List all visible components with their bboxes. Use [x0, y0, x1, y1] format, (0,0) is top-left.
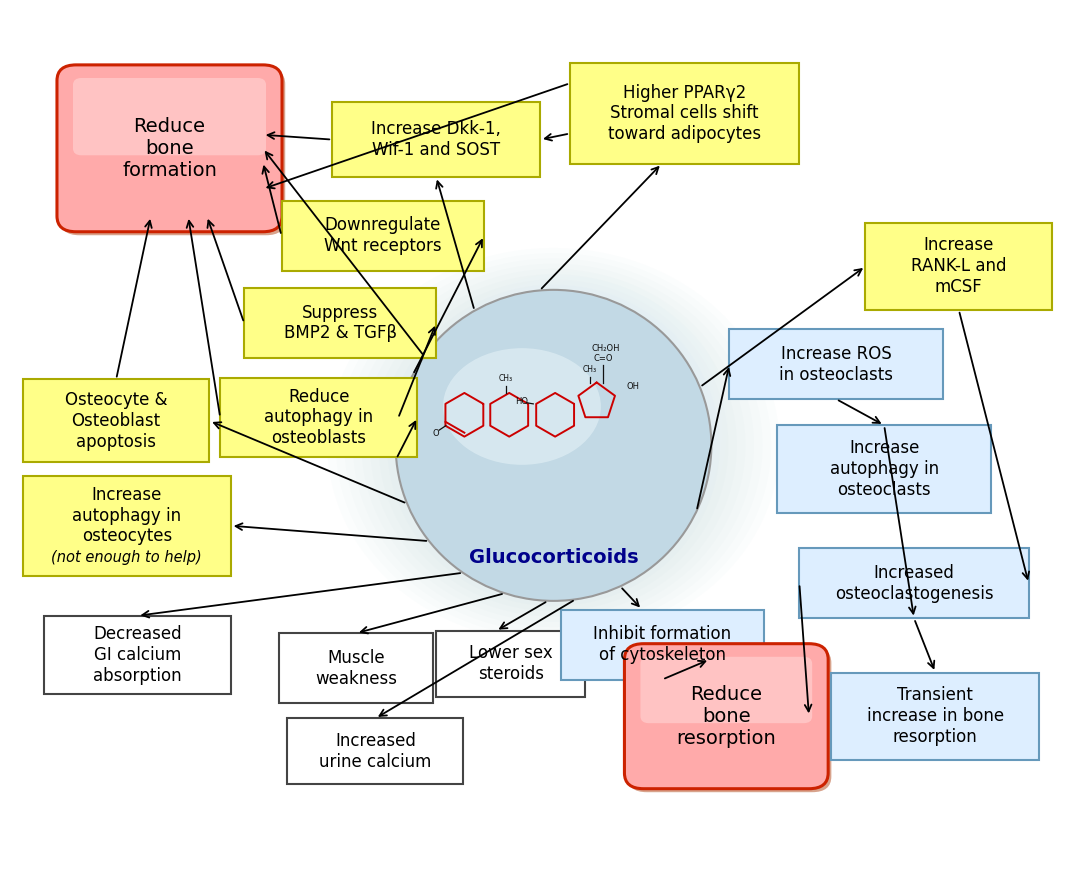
Text: Reduce
autophagy in
osteoblasts: Reduce autophagy in osteoblasts	[264, 387, 373, 447]
FancyBboxPatch shape	[23, 379, 210, 462]
Ellipse shape	[443, 320, 679, 553]
FancyBboxPatch shape	[60, 69, 285, 235]
Text: CH₃: CH₃	[499, 374, 513, 383]
Ellipse shape	[428, 296, 704, 568]
FancyBboxPatch shape	[628, 647, 831, 792]
FancyBboxPatch shape	[730, 329, 943, 399]
Text: Reduce
bone
formation: Reduce bone formation	[123, 116, 217, 180]
Text: (not enough to help): (not enough to help)	[52, 550, 202, 565]
FancyBboxPatch shape	[23, 475, 231, 576]
Ellipse shape	[436, 310, 689, 559]
Text: Higher PPARγ2
Stromal cells shift
toward adipocytes: Higher PPARγ2 Stromal cells shift toward…	[608, 84, 761, 143]
Ellipse shape	[433, 306, 694, 563]
Text: Decreased
GI calcium
absorption: Decreased GI calcium absorption	[94, 625, 182, 684]
Text: CH₃: CH₃	[583, 365, 598, 374]
Ellipse shape	[456, 339, 661, 542]
Text: Inhibit formation
of cytoskeleton: Inhibit formation of cytoskeleton	[593, 625, 731, 664]
Ellipse shape	[449, 330, 671, 547]
Text: Muscle
weakness: Muscle weakness	[315, 649, 397, 688]
Text: Reduce
bone
resorption: Reduce bone resorption	[676, 684, 776, 748]
Text: Increased
osteoclastogenesis: Increased osteoclastogenesis	[834, 564, 993, 602]
Text: Downregulate
Wnt receptors: Downregulate Wnt receptors	[324, 216, 442, 255]
Ellipse shape	[430, 301, 699, 565]
FancyBboxPatch shape	[332, 102, 540, 176]
FancyBboxPatch shape	[244, 288, 436, 358]
Ellipse shape	[472, 363, 637, 527]
Text: Lower sex
steroids: Lower sex steroids	[469, 645, 553, 684]
Text: Suppress
BMP2 & TGFβ: Suppress BMP2 & TGFβ	[284, 303, 397, 342]
Text: Increase
autophagy in
osteocytes: Increase autophagy in osteocytes	[72, 486, 182, 545]
FancyBboxPatch shape	[220, 378, 417, 457]
Ellipse shape	[412, 273, 728, 583]
FancyBboxPatch shape	[436, 631, 586, 697]
Text: Transient
increase in bone
resorption: Transient increase in bone resorption	[866, 686, 1004, 746]
Ellipse shape	[396, 290, 712, 601]
Ellipse shape	[459, 344, 656, 538]
Ellipse shape	[421, 287, 713, 574]
Text: O: O	[432, 429, 440, 437]
Text: Increase ROS
in osteoclasts: Increase ROS in osteoclasts	[779, 345, 893, 384]
Text: HO: HO	[515, 397, 528, 407]
Ellipse shape	[443, 348, 601, 465]
Ellipse shape	[446, 325, 675, 550]
Text: CH₂OH: CH₂OH	[591, 344, 619, 353]
FancyBboxPatch shape	[44, 616, 231, 694]
Ellipse shape	[418, 282, 718, 578]
Ellipse shape	[425, 291, 708, 572]
FancyBboxPatch shape	[641, 657, 813, 723]
Text: C=O: C=O	[593, 355, 613, 363]
FancyBboxPatch shape	[57, 65, 282, 232]
FancyBboxPatch shape	[625, 644, 828, 789]
Text: Increase
autophagy in
osteoclasts: Increase autophagy in osteoclasts	[830, 439, 938, 498]
FancyBboxPatch shape	[831, 672, 1040, 760]
Ellipse shape	[462, 348, 651, 535]
Text: Osteocyte &
Osteoblast
apoptosis: Osteocyte & Osteoblast apoptosis	[64, 391, 168, 451]
Ellipse shape	[453, 334, 665, 544]
Text: OH: OH	[627, 382, 640, 391]
FancyBboxPatch shape	[282, 201, 484, 271]
FancyBboxPatch shape	[800, 549, 1029, 618]
Ellipse shape	[415, 277, 722, 580]
FancyBboxPatch shape	[570, 64, 800, 163]
FancyBboxPatch shape	[561, 609, 763, 679]
Ellipse shape	[465, 354, 647, 532]
FancyBboxPatch shape	[287, 719, 463, 784]
Text: Increase Dkk-1,
Wif-1 and SOST: Increase Dkk-1, Wif-1 and SOST	[371, 120, 501, 159]
Text: Glucocorticoids: Glucocorticoids	[469, 548, 639, 567]
FancyBboxPatch shape	[865, 222, 1052, 310]
FancyBboxPatch shape	[73, 78, 266, 155]
Text: Increased
urine calcium: Increased urine calcium	[319, 732, 431, 771]
Text: Increase
RANK-L and
mCSF: Increase RANK-L and mCSF	[912, 236, 1006, 296]
FancyBboxPatch shape	[777, 425, 991, 512]
Ellipse shape	[469, 358, 642, 529]
FancyBboxPatch shape	[278, 633, 433, 703]
Ellipse shape	[440, 315, 685, 557]
